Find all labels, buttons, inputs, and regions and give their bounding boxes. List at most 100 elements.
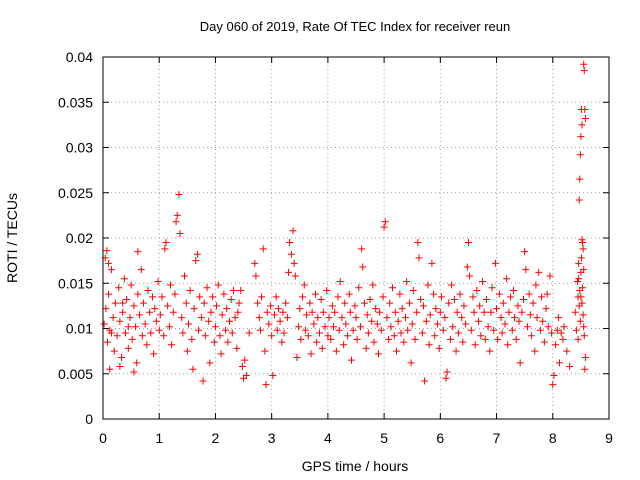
data-point <box>242 372 250 380</box>
data-point <box>577 133 585 141</box>
data-point <box>580 60 588 68</box>
x-tick-label: 1 <box>155 430 163 446</box>
data-point <box>424 281 432 289</box>
data-point <box>459 338 467 346</box>
data-point <box>327 335 335 343</box>
data-point <box>289 227 297 235</box>
data-point <box>254 299 262 307</box>
x-tick-label: 7 <box>493 430 501 446</box>
data-point <box>482 296 490 304</box>
data-point <box>470 308 478 316</box>
data-point <box>385 335 393 343</box>
data-point <box>313 338 321 346</box>
data-point <box>372 305 380 313</box>
y-tick-label: 0.015 <box>58 275 93 291</box>
data-point <box>449 323 457 331</box>
data-point <box>553 326 561 334</box>
data-point <box>432 305 440 313</box>
data-point <box>210 338 218 346</box>
data-point <box>411 335 419 343</box>
data-point <box>346 308 354 316</box>
data-point <box>306 299 314 307</box>
data-point <box>308 308 316 316</box>
data-point <box>356 323 364 331</box>
data-point <box>269 372 277 380</box>
data-point <box>425 341 433 349</box>
data-point <box>291 272 299 280</box>
data-point <box>278 338 286 346</box>
data-point <box>527 332 535 340</box>
data-point <box>458 314 466 322</box>
data-point <box>344 332 352 340</box>
data-point <box>105 259 113 267</box>
data-point <box>336 277 344 285</box>
data-point <box>182 299 190 307</box>
data-point <box>421 377 429 385</box>
data-point <box>317 296 325 304</box>
data-point <box>464 239 472 247</box>
data-point <box>574 335 582 343</box>
data-point <box>490 326 498 334</box>
data-point <box>111 299 119 307</box>
data-point <box>352 314 360 322</box>
data-point <box>107 266 115 274</box>
data-point <box>525 290 533 298</box>
data-point <box>137 266 145 274</box>
data-point <box>575 259 583 267</box>
data-point <box>134 290 142 298</box>
data-point <box>147 329 155 337</box>
data-point <box>353 335 361 343</box>
data-point <box>579 284 587 292</box>
data-point <box>579 311 587 319</box>
data-point <box>466 272 474 280</box>
data-point <box>400 338 408 346</box>
data-point <box>507 293 515 301</box>
data-point <box>218 311 226 319</box>
data-point <box>251 259 259 267</box>
data-point <box>360 299 368 307</box>
data-point <box>105 290 113 298</box>
data-point <box>287 250 295 258</box>
data-point <box>199 377 207 385</box>
axis-ticks <box>102 56 610 420</box>
x-axis-label: GPS time / hours <box>302 458 409 474</box>
data-point <box>154 277 162 285</box>
data-point <box>531 347 539 355</box>
data-point <box>245 329 253 337</box>
data-point <box>227 296 235 304</box>
data-point <box>175 191 183 199</box>
data-point <box>171 290 179 298</box>
data-point <box>106 365 114 373</box>
data-point <box>398 305 406 313</box>
data-point <box>509 286 517 294</box>
data-point <box>133 359 141 367</box>
data-point <box>148 293 156 301</box>
data-point <box>481 335 489 343</box>
y-tick-label: 0.04 <box>66 49 93 65</box>
data-point <box>533 314 541 322</box>
data-point <box>515 317 523 325</box>
data-point <box>526 311 534 319</box>
data-point <box>237 286 245 294</box>
data-point <box>414 239 422 247</box>
x-tick-label: 3 <box>268 430 276 446</box>
data-point <box>259 245 267 253</box>
data-point <box>286 239 294 247</box>
data-point <box>442 374 450 382</box>
data-point <box>409 286 417 294</box>
data-point <box>197 314 205 322</box>
x-tick-label: 9 <box>605 430 613 446</box>
data-point <box>462 320 470 328</box>
data-point <box>521 248 529 256</box>
data-point <box>273 326 281 334</box>
data-point <box>498 329 506 337</box>
data-point <box>255 314 263 322</box>
data-point <box>580 323 588 331</box>
data-point <box>325 314 333 322</box>
data-point <box>572 326 580 334</box>
data-point <box>272 293 280 301</box>
data-point <box>280 329 288 337</box>
data-point <box>155 326 163 334</box>
data-point <box>532 281 540 289</box>
data-point <box>475 317 483 325</box>
